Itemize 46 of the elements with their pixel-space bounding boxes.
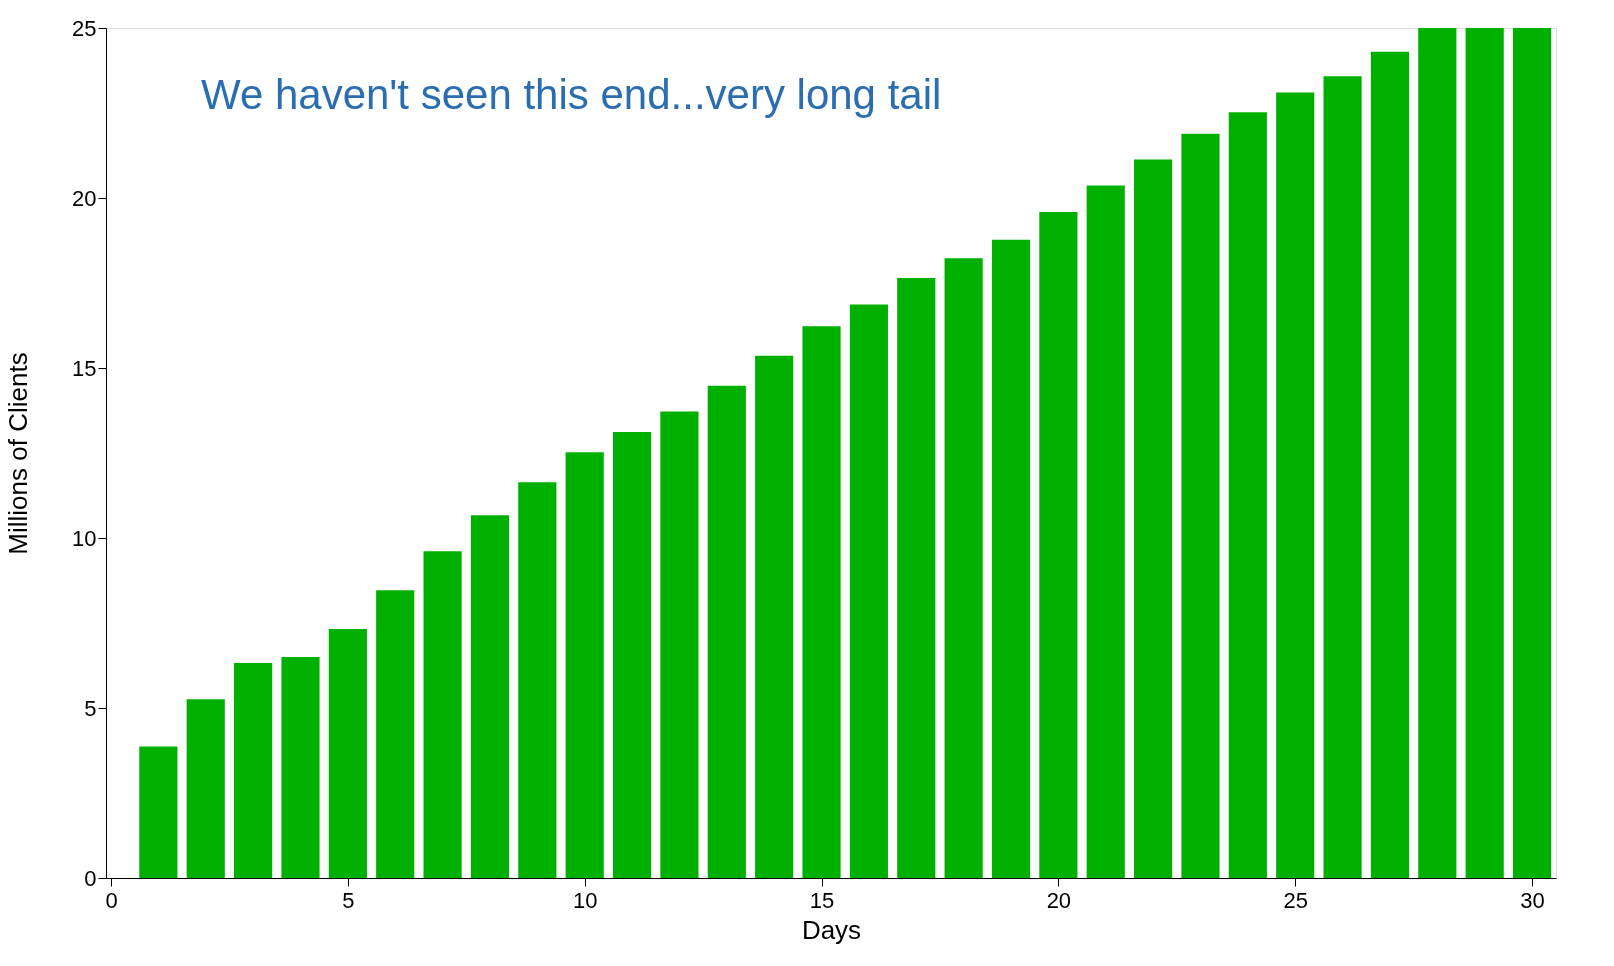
bar <box>565 452 604 878</box>
y-tick-label: 25 <box>72 15 97 41</box>
bar <box>139 746 178 878</box>
bar <box>1039 211 1078 878</box>
bar <box>897 277 936 878</box>
bar <box>707 385 746 878</box>
bar <box>186 699 225 878</box>
y-tick-label: 5 <box>84 695 97 721</box>
x-tick-label: 5 <box>342 887 355 913</box>
x-tick-label: 30 <box>1520 887 1545 913</box>
bar <box>518 482 557 878</box>
bar <box>470 515 510 878</box>
x-tick-label: 10 <box>572 887 598 913</box>
bar <box>1465 28 1504 878</box>
x-tick-label: 20 <box>1046 887 1072 913</box>
bar <box>1134 159 1173 878</box>
bar <box>991 239 1031 878</box>
bar <box>660 411 699 878</box>
x-tick-label: 0 <box>105 887 118 913</box>
bar <box>376 590 415 878</box>
y-tick-label: 10 <box>72 525 97 551</box>
bar <box>944 258 983 878</box>
bar <box>1323 76 1362 878</box>
bar <box>234 663 273 878</box>
bar <box>1086 185 1125 878</box>
bar <box>423 551 462 878</box>
y-tick-label: 20 <box>72 185 97 211</box>
bar <box>849 304 888 878</box>
y-tick-label: 0 <box>84 865 97 891</box>
bar <box>1181 133 1220 878</box>
bar <box>755 355 794 878</box>
bar <box>612 431 652 878</box>
annotation: We haven't seen this end...very long tail <box>201 71 942 118</box>
y-tick-label: 15 <box>72 355 97 381</box>
x-tick-label: 25 <box>1283 887 1308 913</box>
bar <box>328 629 367 878</box>
bar <box>281 657 320 878</box>
bar <box>1418 28 1457 878</box>
y-axis-title: Millions of Clients <box>3 352 34 555</box>
bar <box>1370 51 1410 878</box>
bar <box>1276 92 1315 878</box>
x-axis-title: Days <box>801 914 862 945</box>
bar <box>1512 28 1552 878</box>
bar <box>802 326 841 878</box>
bar <box>1228 112 1267 878</box>
x-tick-label: 15 <box>809 887 835 913</box>
